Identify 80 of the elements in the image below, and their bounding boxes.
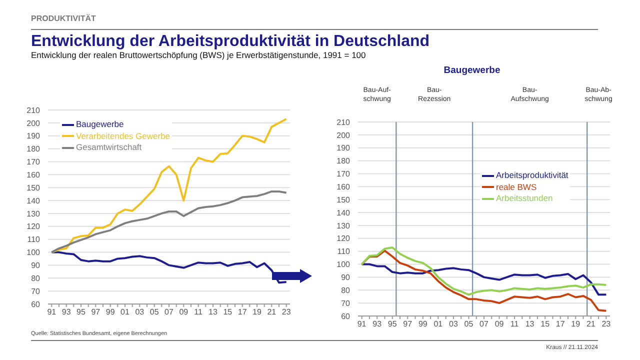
y-tick-label: 70 xyxy=(31,286,41,296)
x-tick-label: 09 xyxy=(179,308,189,317)
y-tick-label: 110 xyxy=(27,235,41,244)
x-tick-label: 03 xyxy=(449,320,458,329)
legend-label: Baugewerbe xyxy=(75,119,125,130)
x-tick-label: 97 xyxy=(91,308,101,317)
x-tick-label: 99 xyxy=(418,320,428,329)
x-tick-label: 05 xyxy=(464,320,474,329)
chart-subtitle: Entwicklung der realen Bruttowertschöpfung (BWS) je Erwerbstätigenstunde, 1991 = 100 xyxy=(31,50,366,60)
y-tick-label: 150 xyxy=(26,183,41,192)
y-tick-label: 100 xyxy=(26,248,41,258)
line-series xyxy=(360,246,608,296)
y-tick-label: 60 xyxy=(31,300,41,309)
y-tick-label: 60 xyxy=(341,312,351,321)
x-tick-label: 07 xyxy=(164,308,174,317)
y-tick-label: 130 xyxy=(26,209,41,218)
y-tick-label: 90 xyxy=(31,261,41,270)
y-tick-label: 170 xyxy=(336,170,351,179)
x-tick-label: 19 xyxy=(252,308,262,317)
x-tick-label: 93 xyxy=(372,320,382,329)
y-tick-label: 140 xyxy=(26,196,41,206)
x-tick-label: 11 xyxy=(510,320,520,329)
y-tick-label: 180 xyxy=(336,156,351,166)
x-tick-label: 97 xyxy=(403,320,413,329)
x-tick-label: 01 xyxy=(434,320,444,329)
x-tick-label: 23 xyxy=(282,308,292,317)
y-tick-label: 190 xyxy=(26,132,41,141)
y-tick-label: 160 xyxy=(336,182,351,192)
x-tick-label: 15 xyxy=(540,320,550,329)
y-tick-label: 90 xyxy=(341,273,351,282)
y-tick-label: 190 xyxy=(336,144,351,153)
y-tick-label: 170 xyxy=(26,158,41,167)
x-tick-label: 99 xyxy=(106,308,116,317)
legend-label: Arbeitsstunden xyxy=(495,193,554,204)
chart-title: Baugewerbe xyxy=(442,65,502,76)
legend-label: Arbeitsproduktivität xyxy=(495,170,568,182)
x-tick-label: 21 xyxy=(586,320,596,329)
x-tick-label: 13 xyxy=(525,320,535,329)
x-tick-label: 05 xyxy=(150,308,160,317)
y-tick-label: 150 xyxy=(336,195,351,204)
x-tick-label: 17 xyxy=(238,308,248,317)
y-tick-label: 200 xyxy=(26,118,41,128)
y-tick-label: 120 xyxy=(336,234,351,244)
y-tick-label: 180 xyxy=(26,144,41,154)
y-tick-label: 210 xyxy=(336,118,351,127)
x-tick-label: 13 xyxy=(208,308,218,317)
chart-title: Entwicklung der Arbeitsproduktivität in Deutschland xyxy=(31,33,430,51)
y-tick-label: 110 xyxy=(337,247,351,256)
text: PRODUKTIVITÄT xyxy=(31,14,96,23)
legend-label: reale BWS xyxy=(495,182,538,193)
y-tick-label: 140 xyxy=(336,208,351,218)
y-tick-label: 130 xyxy=(336,221,351,230)
x-tick-label: 15 xyxy=(223,308,233,317)
line-series xyxy=(50,118,288,254)
x-tick-label: 19 xyxy=(571,320,581,329)
x-tick-label: 93 xyxy=(62,308,72,317)
legend-label: Gesamtwirtschaft xyxy=(75,142,143,154)
y-tick-label: 100 xyxy=(336,260,351,270)
y-tick-label: 210 xyxy=(26,106,41,115)
x-tick-label: 95 xyxy=(388,320,398,329)
y-tick-label: 120 xyxy=(26,222,41,232)
y-tick-label: 200 xyxy=(336,130,351,140)
x-tick-label: 07 xyxy=(480,320,489,329)
x-tick-label: 09 xyxy=(494,320,504,329)
x-tick-label: 95 xyxy=(76,308,86,317)
x-tick-label: 11 xyxy=(194,308,204,317)
legend-label: Verarbeitendes Gewerbe xyxy=(75,130,170,142)
x-tick-label: 91 xyxy=(47,308,57,317)
x-tick-label: 23 xyxy=(602,320,612,329)
x-tick-label: 91 xyxy=(357,320,367,329)
x-tick-label: 17 xyxy=(556,320,566,329)
x-tick-label: 01 xyxy=(120,308,130,317)
y-tick-label: 80 xyxy=(31,274,41,283)
y-tick-label: 70 xyxy=(341,298,351,308)
x-tick-label: 21 xyxy=(267,308,277,317)
y-tick-label: 80 xyxy=(341,286,351,295)
y-tick-label: 160 xyxy=(26,170,41,180)
line-series xyxy=(360,263,608,296)
x-tick-label: 03 xyxy=(135,308,145,317)
line-series xyxy=(50,190,288,254)
